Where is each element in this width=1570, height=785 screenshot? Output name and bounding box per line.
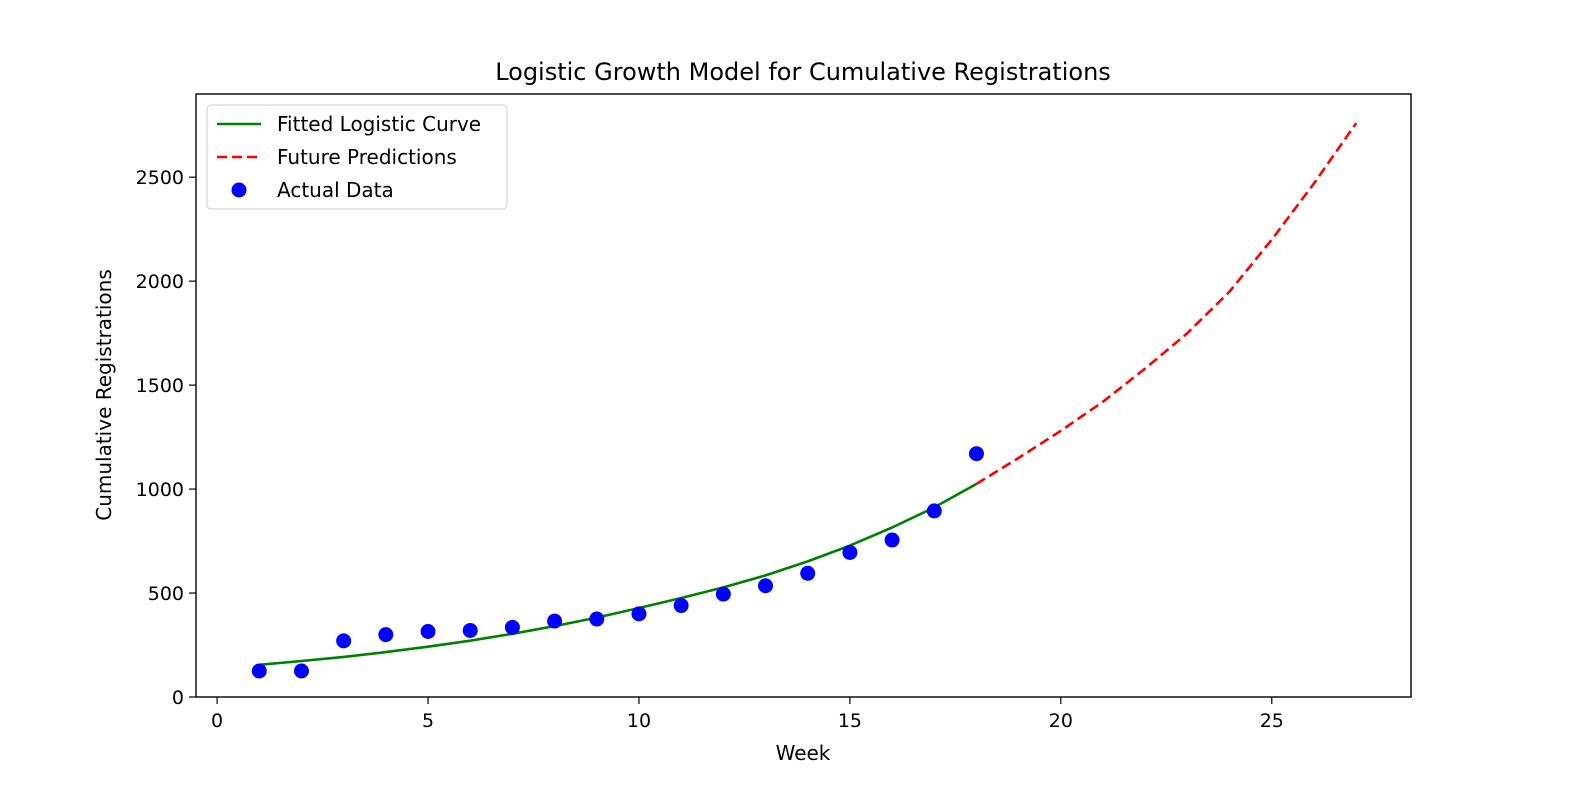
- x-tick-label: 0: [211, 710, 223, 732]
- series-line-1: [975, 122, 1358, 486]
- legend-items: Fitted Logistic Curve Future Predictions A…: [217, 112, 481, 202]
- data-point: [673, 598, 689, 614]
- data-point: [968, 446, 984, 462]
- data-point: [631, 606, 647, 622]
- data-point: [378, 627, 394, 643]
- data-point: [420, 624, 436, 640]
- data-point: [842, 544, 858, 560]
- y-tick-label: 2000: [136, 271, 184, 293]
- y-tick-label: 1500: [136, 375, 184, 397]
- data-point: [800, 565, 816, 581]
- y-tick-label: 500: [148, 583, 184, 605]
- chart-title: Logistic Growth Model for Cumulative Reg…: [495, 58, 1111, 86]
- legend: Fitted Logistic Curve Future Predictions A…: [206, 104, 508, 210]
- legend-box: [206, 104, 508, 210]
- series-layer: [251, 122, 1358, 679]
- data-point: [336, 633, 352, 649]
- data-point: [504, 619, 520, 635]
- x-tick-label: 10: [627, 710, 651, 732]
- x-tick-label: 15: [838, 710, 862, 732]
- data-point: [251, 663, 267, 679]
- legend-label-2: Actual Data: [277, 178, 394, 202]
- x-axis: 0 5 10 15 20 25: [211, 697, 1284, 732]
- y-tick-label: 2500: [136, 167, 184, 189]
- data-point: [589, 611, 605, 627]
- y-axis: 0 500 1000 1500 2000 2500: [136, 167, 196, 709]
- plot-frame: [195, 93, 1412, 698]
- plot-area: [195, 93, 1412, 698]
- data-point: [547, 613, 563, 629]
- data-point: [884, 532, 900, 548]
- legend-label-0: Fitted Logistic Curve: [277, 112, 481, 136]
- data-point: [926, 503, 942, 519]
- y-tick-label: 1000: [136, 479, 184, 501]
- x-tick-label: 20: [1049, 710, 1073, 732]
- y-tick-label: 0: [172, 687, 184, 709]
- data-point: [758, 578, 774, 594]
- legend-swatch-2: [231, 182, 247, 198]
- x-axis-label: Week: [776, 741, 831, 765]
- data-point: [462, 622, 478, 638]
- legend-label-1: Future Predictions: [277, 145, 457, 169]
- series-line-0: [259, 482, 978, 667]
- x-tick-label: 5: [422, 710, 434, 732]
- y-axis-label: Cumulative Registrations: [92, 269, 116, 521]
- data-point: [715, 586, 731, 602]
- x-tick-label: 25: [1260, 710, 1284, 732]
- data-point: [293, 663, 309, 679]
